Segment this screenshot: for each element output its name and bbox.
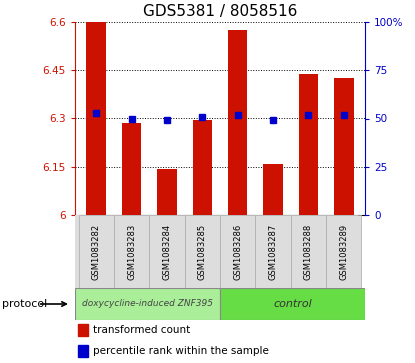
Text: GSM1083283: GSM1083283 — [127, 223, 136, 280]
Bar — [78, 215, 114, 288]
Text: doxycycline-induced ZNF395: doxycycline-induced ZNF395 — [82, 299, 213, 309]
Bar — [228, 30, 247, 215]
Bar — [299, 74, 318, 215]
Bar — [255, 215, 291, 288]
Text: GSM1083288: GSM1083288 — [304, 223, 313, 280]
Text: GSM1083286: GSM1083286 — [233, 223, 242, 280]
Bar — [86, 22, 106, 215]
Bar — [78, 324, 88, 337]
Text: GSM1083284: GSM1083284 — [162, 224, 171, 280]
Title: GDS5381 / 8058516: GDS5381 / 8058516 — [143, 4, 297, 20]
Text: transformed count: transformed count — [93, 325, 190, 335]
Bar — [291, 215, 326, 288]
Text: GSM1083289: GSM1083289 — [339, 224, 348, 280]
Text: GSM1083287: GSM1083287 — [269, 223, 278, 280]
Bar — [220, 288, 365, 320]
Text: control: control — [273, 299, 312, 309]
Bar — [185, 215, 220, 288]
Bar — [75, 288, 220, 320]
Text: GSM1083282: GSM1083282 — [92, 224, 101, 280]
Text: protocol: protocol — [2, 299, 47, 309]
Bar — [78, 344, 88, 356]
Bar — [264, 164, 283, 215]
Bar — [326, 215, 361, 288]
Bar — [149, 215, 185, 288]
Bar — [114, 215, 149, 288]
Bar — [334, 78, 354, 215]
Bar — [220, 215, 255, 288]
Bar — [193, 120, 212, 215]
Text: GSM1083285: GSM1083285 — [198, 224, 207, 280]
Bar — [157, 169, 177, 215]
Bar — [122, 123, 142, 215]
Text: percentile rank within the sample: percentile rank within the sample — [93, 346, 269, 355]
